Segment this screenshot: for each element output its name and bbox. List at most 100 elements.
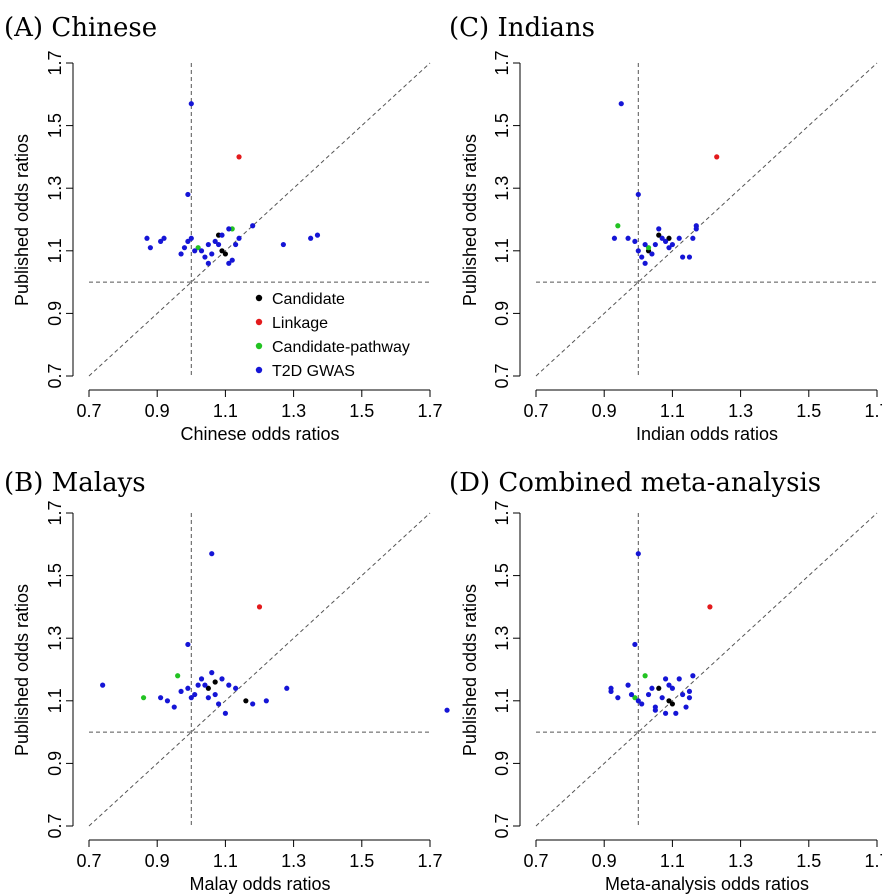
point-t2d-gwas [662, 238, 669, 245]
point-candidate-pathway [175, 673, 181, 679]
point-t2d-gwas [632, 238, 638, 245]
point-t2d-gwas [219, 232, 225, 238]
point-t2d-gwas [314, 232, 321, 238]
point-t2d-gwas [639, 254, 645, 260]
point-t2d-gwas [188, 235, 194, 241]
point-t2d-gwas [158, 695, 164, 701]
point-t2d-gwas [219, 676, 225, 682]
x-axis-label: Chinese odds ratios [180, 424, 339, 444]
point-t2d-gwas [215, 701, 222, 707]
x-tick-label: 0.9 [592, 851, 617, 871]
point-t2d-gwas [686, 695, 693, 701]
y-tick-label: 0.7 [492, 363, 512, 388]
x-tick-label: 1.1 [660, 401, 685, 421]
point-t2d-gwas [635, 551, 641, 557]
point-candidate-pathway [645, 245, 652, 251]
point-t2d-gwas [649, 251, 655, 257]
x-tick-label: 0.7 [76, 401, 101, 421]
point-t2d-gwas [164, 698, 171, 704]
point-t2d-gwas [676, 235, 682, 241]
reference-line-diagonal [535, 62, 878, 377]
x-tick-label: 1.7 [417, 851, 442, 871]
x-tick-label: 1.7 [864, 401, 882, 421]
panel-title: (D) Combined meta-analysis [449, 468, 821, 498]
y-axis-label: Published odds ratios [460, 584, 480, 756]
point-t2d-gwas [192, 248, 198, 254]
point-t2d-gwas [662, 710, 669, 716]
x-tick-label: 1.5 [349, 401, 374, 421]
point-t2d-gwas [205, 260, 211, 266]
panel-indians: (C) Indians Indian odds ratios Published… [449, 13, 882, 444]
point-t2d-gwas [212, 691, 218, 698]
legend-marker-t2d-gwas [255, 366, 263, 374]
point-t2d-gwas [690, 673, 696, 679]
point-t2d-gwas [188, 695, 194, 701]
legend-label-candidate-pathway: Candidate-pathway [272, 339, 410, 356]
point-t2d-gwas [635, 191, 641, 198]
x-axis-label: Meta-analysis odds ratios [605, 874, 809, 894]
point-t2d-gwas [178, 251, 184, 257]
y-axis-label: Published odds ratios [460, 134, 480, 306]
point-t2d-gwas [615, 695, 621, 701]
panel-title: (A) Chinese [4, 13, 157, 43]
point-candidate-pathway [615, 223, 621, 229]
point-t2d-gwas [209, 251, 215, 257]
panel-chinese: (A) Chinese Chinese odds ratios Publishe… [4, 13, 443, 444]
point-t2d-gwas [229, 257, 235, 263]
y-tick-label: 1.5 [492, 113, 512, 138]
point-t2d-gwas [652, 241, 658, 248]
x-tick-label: 1.7 [417, 401, 442, 421]
legend-label-t2d-gwas: T2D GWAS [272, 363, 355, 380]
x-tick-label: 0.9 [592, 401, 617, 421]
point-t2d-gwas [100, 682, 106, 688]
reference-line-diagonal [535, 512, 878, 827]
point-t2d-gwas [690, 235, 696, 241]
point-t2d-gwas [144, 235, 150, 241]
point-candidate-pathway [140, 695, 147, 701]
point-candidate [656, 685, 662, 691]
y-tick-label: 1.5 [45, 113, 65, 138]
x-axis-label: Indian odds ratios [636, 424, 778, 444]
point-candidate [243, 698, 249, 704]
point-t2d-gwas [659, 235, 665, 241]
panel-title: (C) Indians [449, 13, 595, 43]
reference-line-diagonal [88, 62, 431, 377]
y-tick-label: 1.5 [45, 563, 65, 588]
point-t2d-gwas [188, 101, 194, 107]
point-t2d-gwas [625, 235, 631, 241]
point-t2d-gwas [198, 676, 205, 682]
point-t2d-gwas [185, 238, 191, 245]
point-t2d-gwas [645, 691, 652, 698]
point-t2d-gwas [666, 245, 672, 251]
y-tick-label: 0.7 [45, 363, 65, 388]
y-tick-label: 0.7 [45, 813, 65, 838]
point-candidate [205, 685, 211, 691]
panel-combined-meta-analysis: (D) Combined meta-analysis Meta-analysis… [449, 468, 882, 894]
point-t2d-gwas [233, 685, 239, 691]
legend-marker-candidate [255, 294, 263, 302]
point-t2d-gwas [666, 682, 672, 688]
point-t2d-gwas [263, 698, 269, 704]
y-tick-label: 1.3 [492, 626, 512, 651]
point-t2d-gwas [212, 238, 218, 245]
y-tick-label: 1.1 [492, 688, 512, 713]
point-t2d-gwas [158, 238, 164, 245]
point-t2d-gwas [233, 241, 239, 248]
x-tick-label: 1.1 [213, 851, 238, 871]
y-tick-label: 0.9 [492, 751, 512, 776]
y-tick-label: 1.7 [492, 500, 512, 525]
y-tick-label: 1.1 [492, 238, 512, 263]
x-tick-label: 1.5 [796, 401, 821, 421]
point-candidate [212, 679, 218, 685]
point-t2d-gwas [161, 235, 167, 241]
legend-label-linkage: Linkage [272, 315, 328, 332]
point-t2d-gwas [618, 101, 624, 107]
x-tick-label: 1.5 [796, 851, 821, 871]
x-axis-label: Malay odds ratios [189, 874, 330, 894]
point-candidate [666, 235, 672, 241]
legend: Candidate Linkage Candidate-pathway T2D … [255, 291, 410, 380]
point-t2d-gwas [639, 701, 645, 707]
point-t2d-gwas [195, 682, 201, 688]
point-t2d-gwas [185, 685, 191, 691]
